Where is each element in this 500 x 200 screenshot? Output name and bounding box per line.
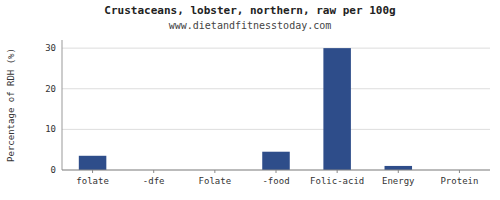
x-tick — [214, 170, 215, 173]
x-tick — [276, 170, 277, 173]
title: Crustaceans, lobster, northern, raw per … — [104, 4, 395, 17]
grid-line — [62, 129, 490, 130]
y-tick-label: 0 — [51, 165, 56, 175]
bar — [262, 152, 290, 170]
bars — [79, 48, 412, 170]
bar — [323, 48, 351, 170]
x-tick-label: Protein — [440, 176, 478, 186]
x-tick — [337, 170, 338, 173]
grid-line — [62, 48, 490, 49]
y-axis-label: Percentage of RDH (%) — [6, 48, 16, 162]
bar — [79, 156, 107, 170]
x-tick — [153, 170, 154, 173]
x-tick — [398, 170, 399, 173]
x-tick-label: -dfe — [143, 176, 165, 186]
grid — [62, 48, 490, 170]
x-tick — [92, 170, 93, 173]
x-tick-label: -food — [262, 176, 289, 186]
y-axis-line — [62, 40, 63, 170]
x-tick-label: Folate — [199, 176, 232, 186]
x-tick-label: Folic-acid — [310, 176, 364, 186]
x-tick-label: folate — [76, 176, 109, 186]
grid-line — [62, 88, 490, 89]
bar — [385, 166, 413, 170]
x-tick-label: Energy — [382, 176, 415, 186]
x-tick — [459, 170, 460, 173]
subtitle: www.dietandfitnesstoday.com — [169, 20, 332, 31]
y-tick-label: 10 — [45, 124, 56, 134]
y-tick-label: 20 — [45, 84, 56, 94]
chart: Crustaceans, lobster, northern, raw per … — [0, 0, 500, 200]
y-tick-label: 30 — [45, 43, 56, 53]
